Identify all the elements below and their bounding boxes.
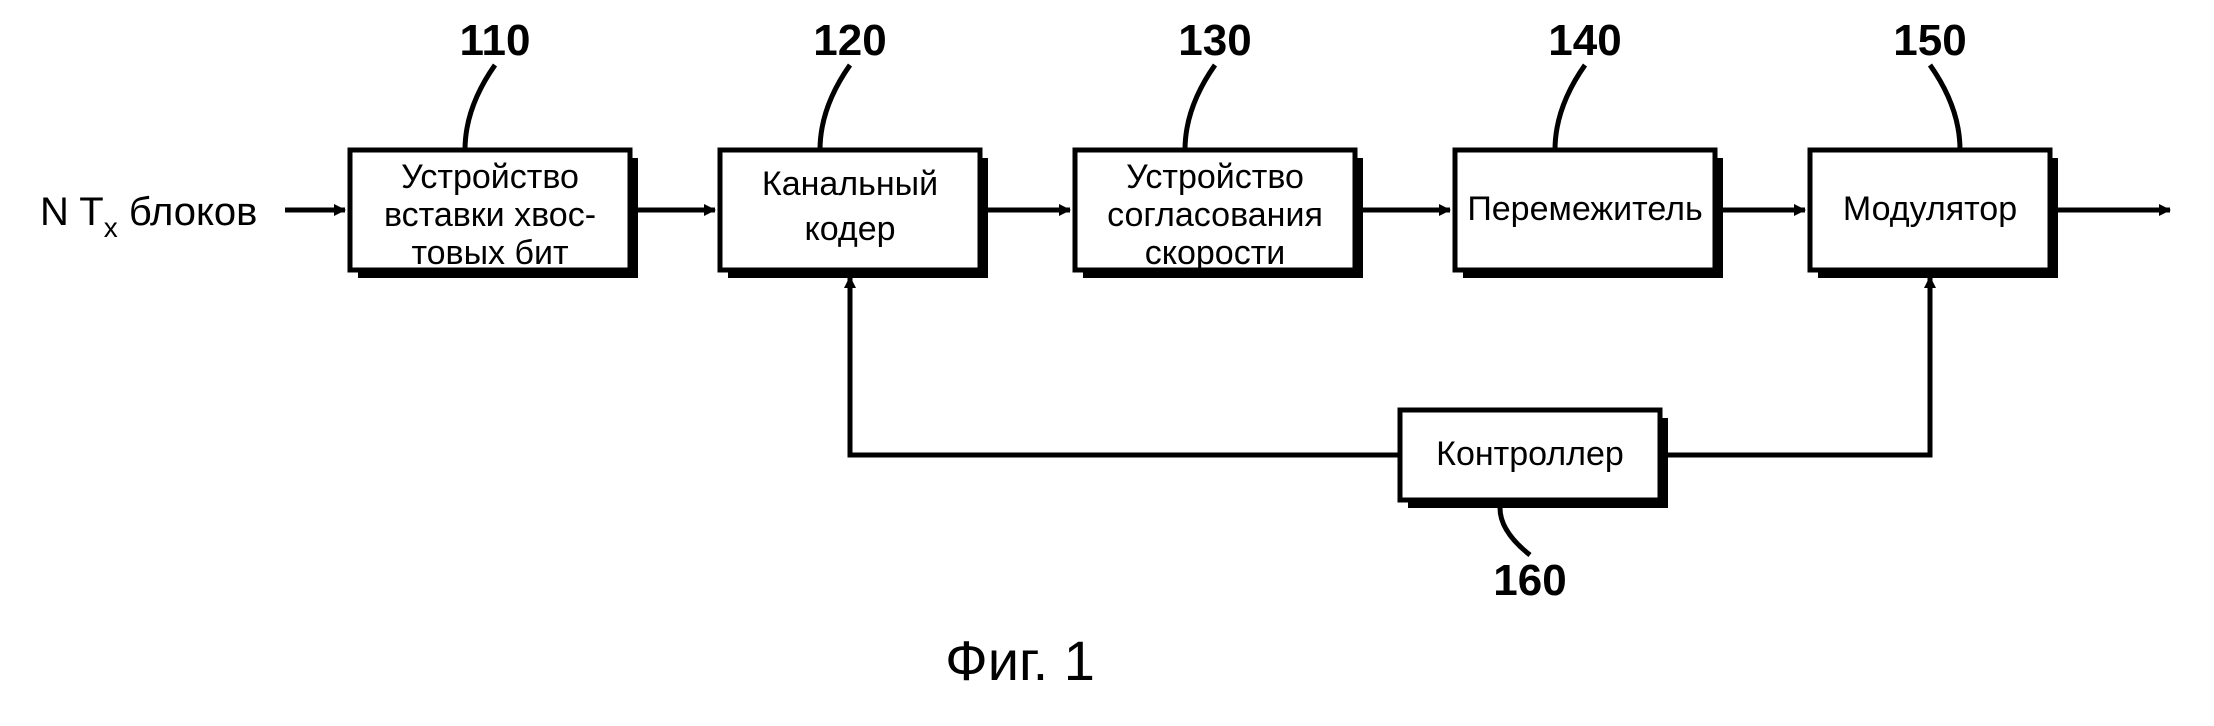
block-110-line-0: Устройство [401, 158, 579, 196]
block-130-number: 130 [1178, 16, 1251, 65]
block-150-number: 150 [1893, 16, 1966, 65]
leader-130 [1185, 65, 1215, 150]
block-160-line-0: Контроллер [1436, 435, 1624, 473]
block-120-line-1: кодер [804, 210, 895, 248]
leader-120 [820, 65, 850, 150]
block-diagram: N Tx блоковУстройствовставки хвос-товых … [0, 0, 2214, 726]
block-130-line-0: Устройство [1126, 158, 1304, 196]
controller-to-modulator-wire [1660, 277, 1930, 455]
block-120-line-0: Канальный [762, 165, 938, 203]
block-110-line-2: товых бит [411, 234, 568, 272]
block-120-number: 120 [813, 16, 886, 65]
figure-caption: Фиг. 1 [945, 629, 1095, 692]
block-140-line-0: Перемежитель [1467, 190, 1702, 228]
leader-140 [1555, 65, 1585, 150]
block-150-line-0: Модулятор [1843, 190, 2017, 228]
leader-150 [1930, 65, 1960, 150]
block-110-line-1: вставки хвос- [384, 196, 596, 234]
block-160-number: 160 [1493, 556, 1566, 605]
block-130-line-1: согласования [1107, 196, 1323, 234]
controller-to-coder-wire [850, 277, 1400, 455]
block-140-number: 140 [1548, 16, 1621, 65]
input-label: N Tx блоков [40, 190, 257, 243]
leader-160 [1500, 508, 1530, 555]
block-110-number: 110 [460, 16, 531, 65]
leader-110 [465, 65, 495, 150]
block-130-line-2: скорости [1145, 234, 1286, 272]
